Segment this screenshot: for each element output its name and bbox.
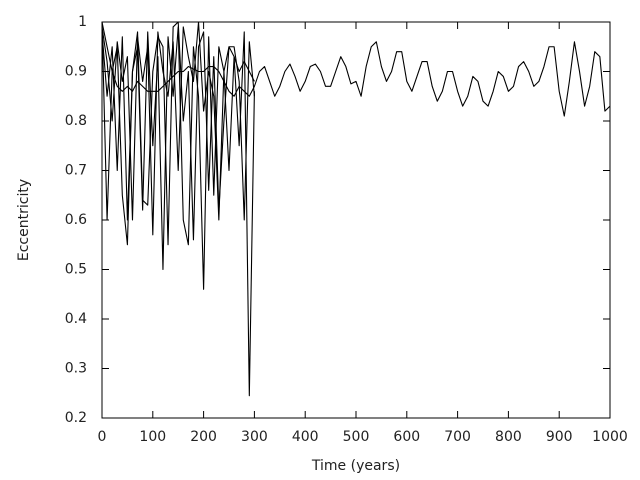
series-line: [101, 21, 255, 246]
x-tick-label: 200: [190, 429, 217, 445]
y-tick-label: 0.8: [65, 113, 87, 129]
x-tick-label: 500: [343, 429, 370, 445]
x-axis-label: Time (years): [311, 458, 400, 474]
x-tick-label: 400: [292, 429, 319, 445]
y-tick-label: 0.6: [65, 212, 87, 228]
x-tick-label: 300: [241, 429, 268, 445]
series-line: [101, 21, 255, 397]
y-axis-label: Eccentricity: [16, 179, 32, 261]
series-line: [101, 21, 611, 117]
plot-border: [101, 21, 611, 419]
y-tick-label: 1: [78, 14, 87, 30]
y-tick-label: 0.3: [65, 361, 87, 377]
x-tick-label: 800: [495, 429, 522, 445]
x-tick-label: 100: [139, 429, 166, 445]
y-tick-label: 0.2: [65, 410, 87, 426]
y-tick-label: 0.4: [65, 311, 87, 327]
y-tick-label: 0.7: [65, 163, 87, 179]
series-line: [101, 21, 255, 236]
y-tick-label: 0.9: [65, 64, 87, 80]
x-tick-label: 900: [546, 429, 573, 445]
x-tick-label: 700: [444, 429, 471, 445]
y-tick-label: 0.5: [65, 262, 87, 278]
x-tick-label: 0: [98, 429, 107, 445]
x-tick-label: 1000: [592, 429, 628, 445]
x-tick-label: 600: [393, 429, 420, 445]
